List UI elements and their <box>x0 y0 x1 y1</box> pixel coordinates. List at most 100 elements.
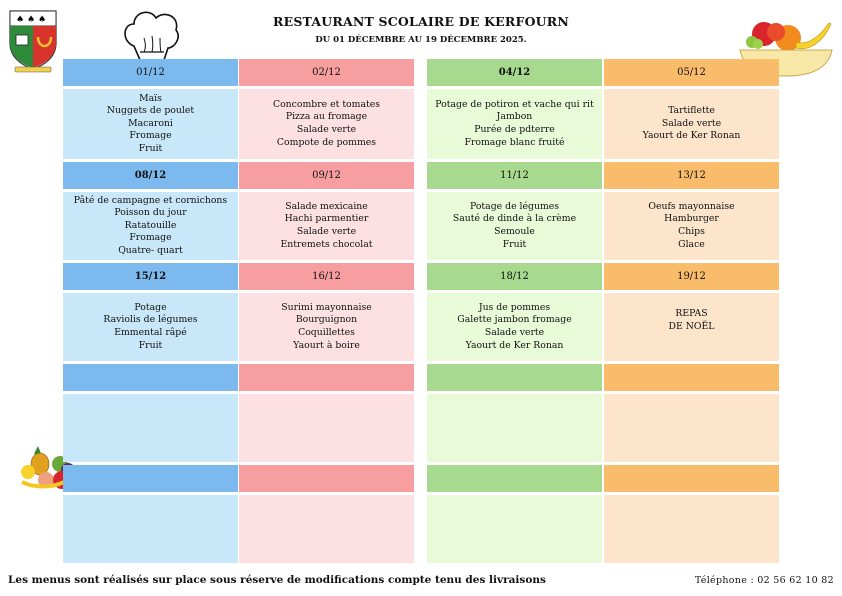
menu-item: Yaourt à boire <box>293 339 360 351</box>
day-header <box>239 364 414 391</box>
menu-item: Entremets chocolat <box>280 238 373 250</box>
day-header <box>63 364 238 391</box>
day-menu <box>604 394 779 462</box>
day-header: 15/12 <box>63 263 238 290</box>
menu-item: Yaourt de Ker Ronan <box>642 130 741 142</box>
menu-item: Compote de pommes <box>276 136 377 148</box>
menu-item: Bourguignon <box>295 314 358 326</box>
day-menu: Jus de pommes Galette jambon fromage Sal… <box>427 293 602 361</box>
menu-item: Yaourt de Ker Ronan <box>465 339 564 351</box>
day-header: 05/12 <box>604 59 779 86</box>
day-menu: Oeufs mayonnaise Hamburger Chips Glace <box>604 192 779 260</box>
menu-item: Potage de potiron et vache qui rit <box>435 98 594 110</box>
day-menu: Salade mexicaine Hachi parmentier Salade… <box>239 192 414 260</box>
svg-text:♠: ♠ <box>38 15 46 25</box>
footer-phone: Téléphone : 02 56 62 10 82 <box>694 575 834 586</box>
day-header: 09/12 <box>239 162 414 189</box>
day-header <box>427 364 602 391</box>
day-header: 08/12 <box>63 162 238 189</box>
menu-item: Salade verte <box>296 124 357 135</box>
menu-item: Tartiflette <box>668 105 715 117</box>
day-menu: Maïs Nuggets de poulet Macaroni Fromage … <box>63 89 238 159</box>
menu-item: Salade verte <box>661 117 722 129</box>
menu-column-3: 04/12 Potage de potiron et vache qui rit… <box>427 59 602 563</box>
menu-item: Fruit <box>138 142 163 154</box>
menu-item: Glace <box>678 238 705 250</box>
menu-item: Purée de pdterre <box>474 124 555 135</box>
menu-item: Fruit <box>138 339 163 351</box>
day-menu <box>63 495 238 563</box>
day-menu <box>604 495 779 563</box>
menu-item: Concombre et tomates <box>272 98 381 110</box>
menu-item: DE NOËL <box>668 320 715 332</box>
day-header: 11/12 <box>427 162 602 189</box>
menu-item: Ratatouille <box>124 219 177 231</box>
day-menu: Pâté de campagne et cornichons Poisson d… <box>63 192 238 260</box>
menu-item: Raviolis de légumes <box>103 314 198 326</box>
day-menu <box>427 495 602 563</box>
day-menu <box>63 394 238 462</box>
day-menu <box>427 394 602 462</box>
chef-hat-icon <box>124 11 179 61</box>
day-menu: Potage de potiron et vache qui rit Jambo… <box>427 89 602 159</box>
menu-column-4: 05/12 Tartiflette Salade verte Yaourt de… <box>604 59 779 563</box>
menu-item: Chips <box>678 226 705 237</box>
day-header <box>604 465 779 492</box>
menu-item: Poisson du jour <box>114 207 187 219</box>
menu-item: REPAS <box>675 308 708 319</box>
fruit-bowl-icon <box>739 22 833 77</box>
day-menu: Potage de légumes Sauté de dinde à la cr… <box>427 192 602 260</box>
day-menu: REPAS DE NOËL <box>604 293 779 361</box>
menu-item: Jambon <box>496 111 533 123</box>
menu-item: Potage de légumes <box>469 200 560 212</box>
day-header <box>63 465 238 492</box>
day-header: 02/12 <box>239 59 414 86</box>
menu-item: Surimi mayonnaise <box>281 301 372 313</box>
menu-item: Hachi parmentier <box>284 213 369 225</box>
menu-item: Maïs <box>139 92 162 104</box>
day-header <box>427 465 602 492</box>
day-header <box>604 364 779 391</box>
day-header <box>239 465 414 492</box>
menu-item: Galette jambon fromage <box>457 314 572 326</box>
menu-item: Emmental râpé <box>114 327 187 338</box>
day-header: 01/12 <box>63 59 238 86</box>
day-header: 04/12 <box>427 59 602 86</box>
menu-item: Fromage <box>129 130 172 142</box>
day-header: 13/12 <box>604 162 779 189</box>
menu-item: Pizza au fromage <box>285 111 368 123</box>
menu-item: Quatre- quart <box>118 244 183 256</box>
day-menu: Surimi mayonnaise Bourguignon Coquillett… <box>239 293 414 361</box>
menu-item: Jus de pommes <box>478 301 551 313</box>
menu-item: Macaroni <box>128 117 173 129</box>
coat-of-arms-icon: ♠ ♠ ♠ <box>9 10 57 73</box>
menu-item: Salade verte <box>484 327 545 338</box>
menu-item: Fromage <box>129 232 172 244</box>
menu-item: Fruit <box>502 238 527 250</box>
menu-item: Pâté de campagne et cornichons <box>73 194 228 206</box>
svg-text:♠: ♠ <box>27 15 35 25</box>
day-header: 18/12 <box>427 263 602 290</box>
footer-note: Les menus sont réalisés sur place sous r… <box>8 574 546 586</box>
menu-item: Salade mexicaine <box>285 200 368 212</box>
menu-item: Semoule <box>494 226 535 237</box>
day-menu <box>239 495 414 563</box>
day-menu: Concombre et tomates Pizza au fromage Sa… <box>239 89 414 159</box>
day-header: 19/12 <box>604 263 779 290</box>
menu-item: Fromage blanc fruité <box>464 136 565 148</box>
menu-item: Coquillettes <box>298 327 355 338</box>
menu-item: Salade verte <box>296 226 357 237</box>
menu-column-1: 01/12 Maïs Nuggets de poulet Macaroni Fr… <box>63 59 238 563</box>
menu-column-2: 02/12 Concombre et tomates Pizza au from… <box>239 59 414 563</box>
day-menu <box>239 394 414 462</box>
menu-item: Hamburger <box>664 213 719 225</box>
day-menu: Potage Raviolis de légumes Emmental râpé… <box>63 293 238 361</box>
menu-item: Nuggets de poulet <box>106 105 195 117</box>
page-subtitle: DU 01 DÉCEMBRE AU 19 DÉCEMBRE 2025. <box>315 35 527 45</box>
page-title: RESTAURANT SCOLAIRE DE KERFOURN <box>273 14 569 29</box>
menu-item: Sauté de dinde à la crème <box>452 213 577 225</box>
menu-item: Oeufs mayonnaise <box>648 200 735 212</box>
day-header: 16/12 <box>239 263 414 290</box>
menu-item: Potage <box>134 301 167 313</box>
day-menu: Tartiflette Salade verte Yaourt de Ker R… <box>604 89 779 159</box>
